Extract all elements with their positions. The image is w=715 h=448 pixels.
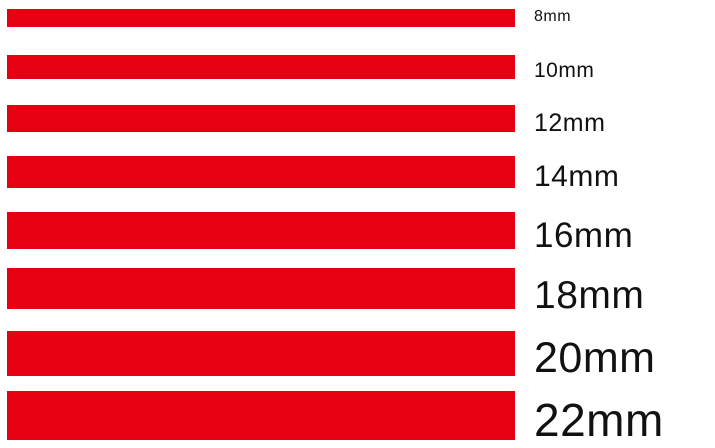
stripe-18mm xyxy=(7,268,515,309)
stripe-22mm xyxy=(7,391,515,440)
stripe-8mm xyxy=(7,9,515,27)
stripe-10mm xyxy=(7,55,515,79)
stripe-14mm xyxy=(7,156,515,188)
stripe-16mm xyxy=(7,212,515,249)
label-12mm: 12mm xyxy=(534,109,606,137)
label-18mm: 18mm xyxy=(534,274,645,317)
label-14mm: 14mm xyxy=(534,160,620,193)
label-16mm: 16mm xyxy=(534,216,634,255)
label-8mm: 8mm xyxy=(534,8,572,25)
label-22mm: 22mm xyxy=(534,394,664,446)
label-10mm: 10mm xyxy=(534,59,595,82)
stripe-20mm xyxy=(7,331,515,376)
stripe-12mm xyxy=(7,105,515,132)
label-20mm: 20mm xyxy=(534,334,656,382)
